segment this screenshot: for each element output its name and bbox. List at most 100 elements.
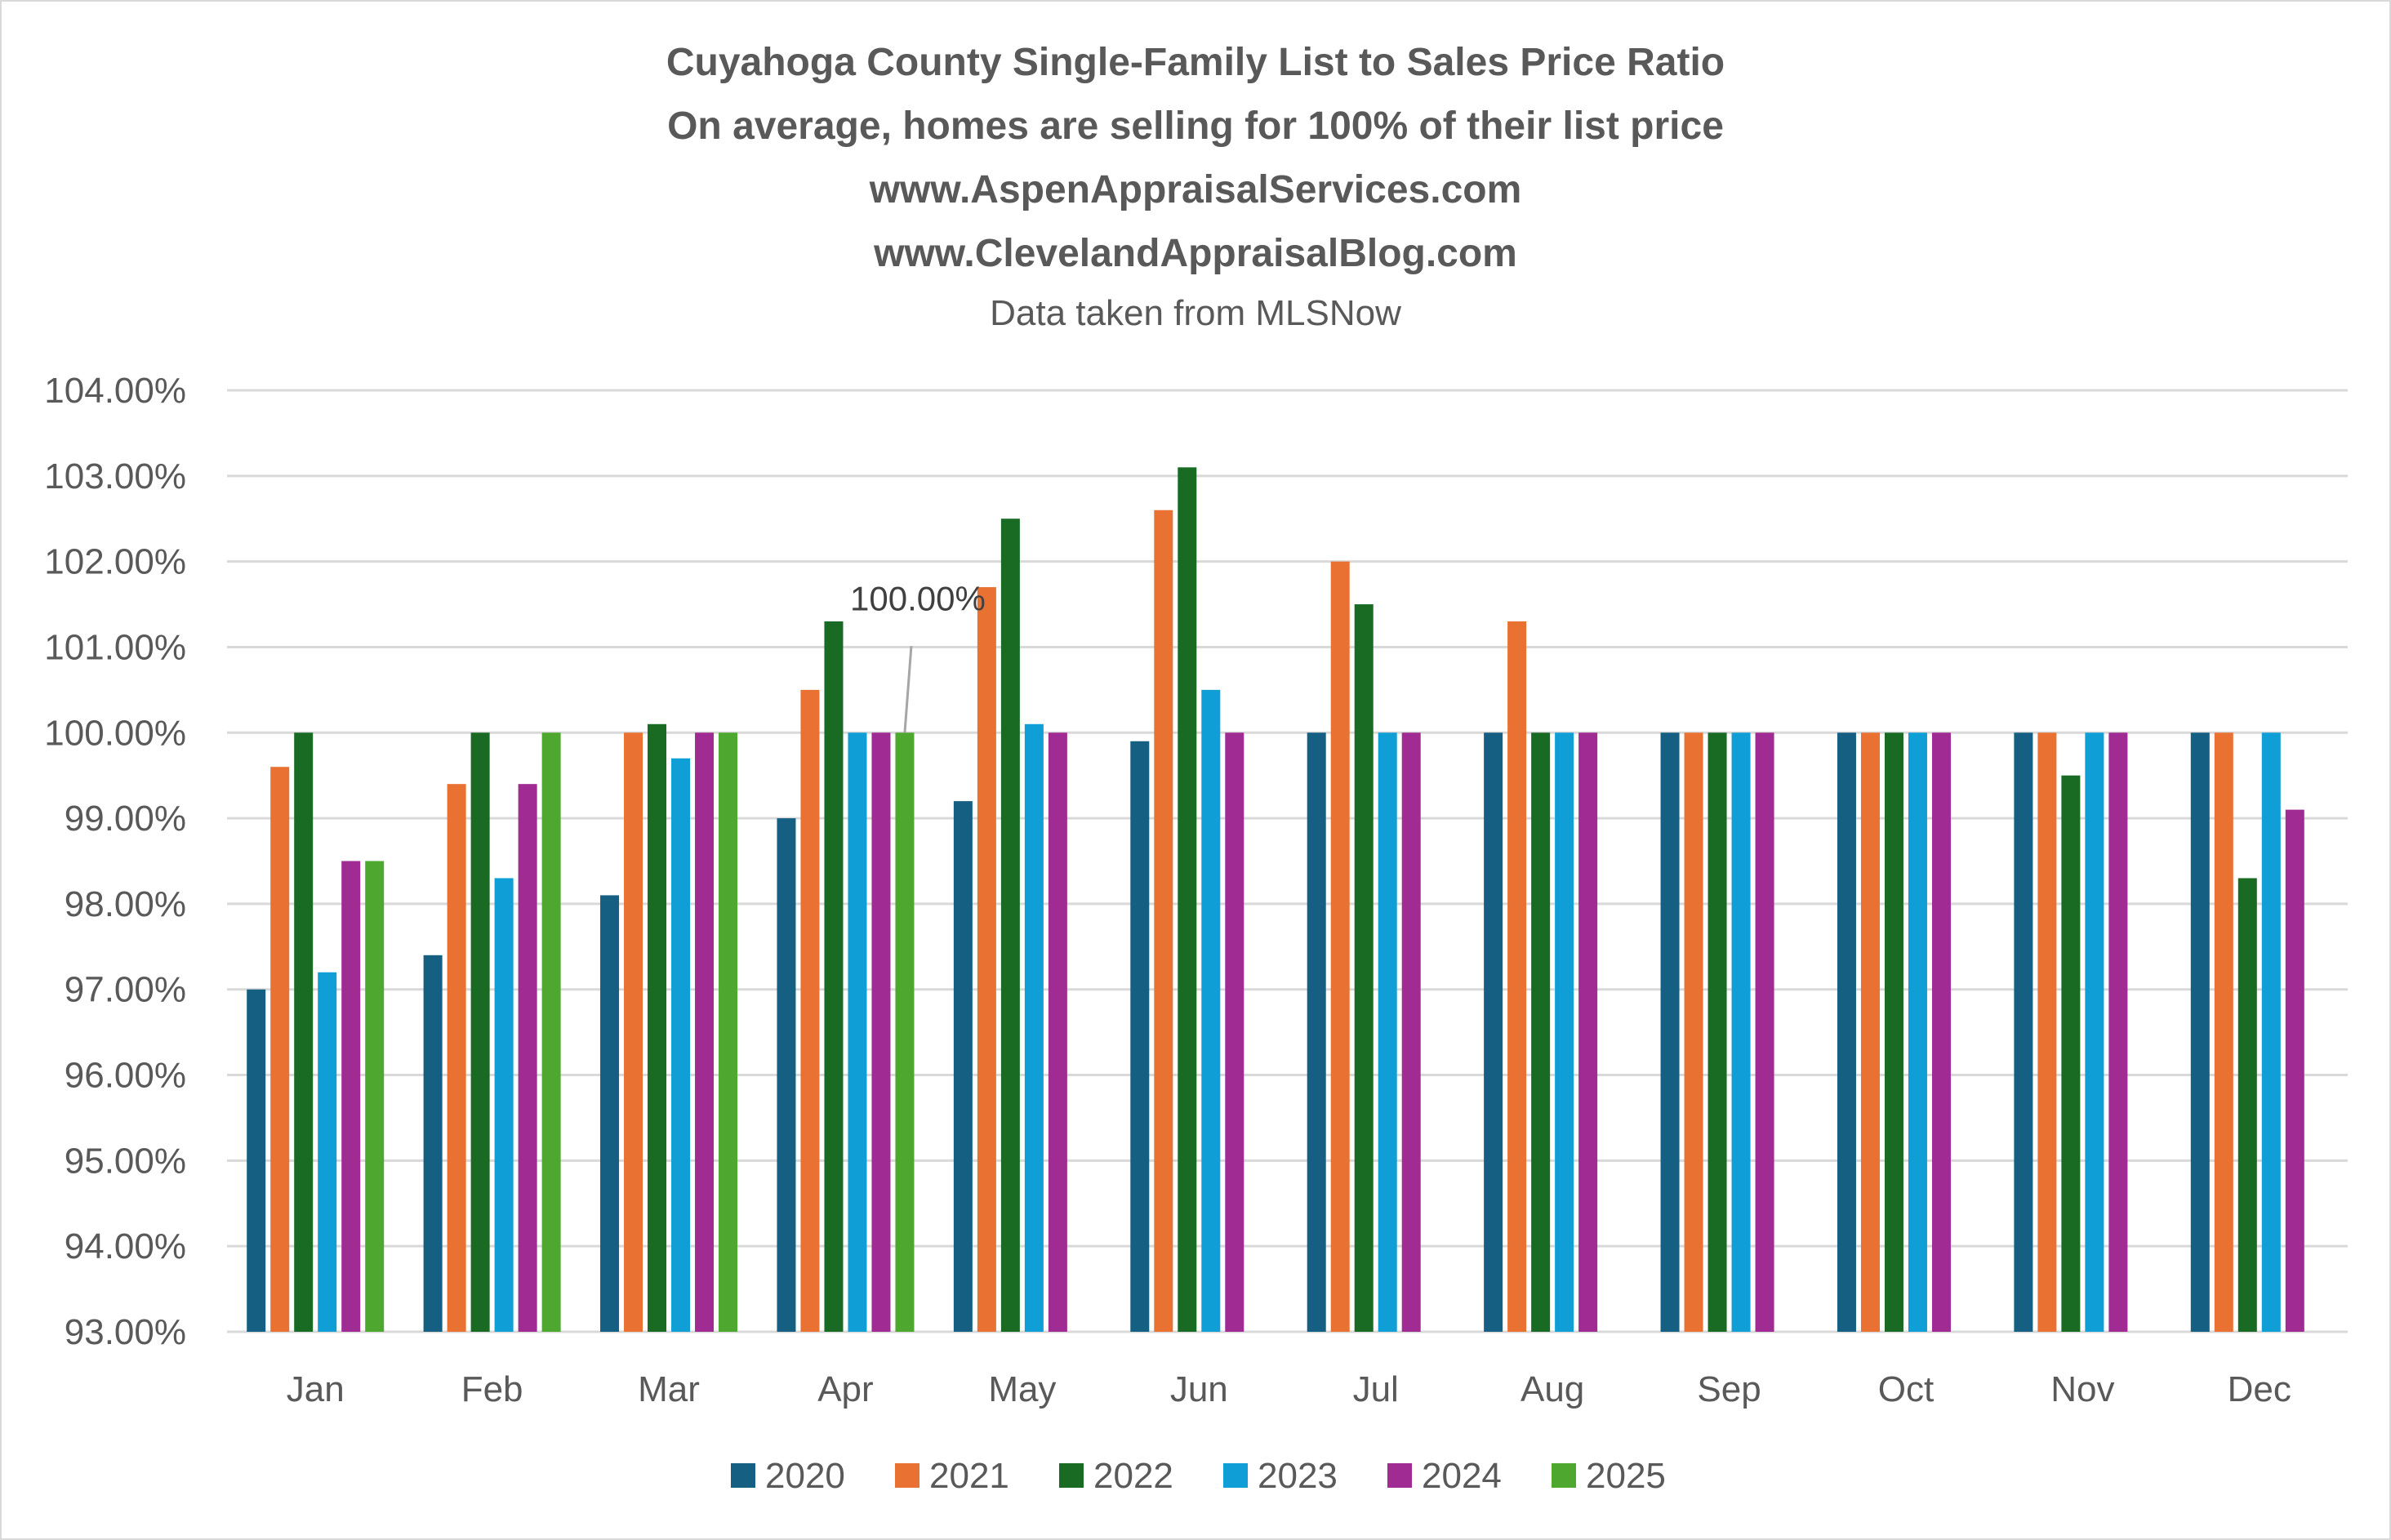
bar-2024-sep [1755, 732, 1774, 1332]
bar-2025-feb [541, 732, 561, 1332]
legend-label-2024: 2024 [1422, 1456, 1502, 1496]
x-tick-label: Aug [1521, 1369, 1584, 1409]
x-tick-label: Jan [287, 1369, 345, 1409]
bar-2020-mar [600, 895, 620, 1332]
legend-swatch-2021 [895, 1463, 919, 1488]
bar-2024-aug [1578, 732, 1598, 1332]
bar-2023-mar [671, 758, 691, 1332]
bar-2023-oct [1908, 732, 1927, 1332]
bar-2020-jul [1307, 732, 1326, 1332]
bar-2023-aug [1555, 732, 1574, 1332]
bar-2021-aug [1507, 621, 1527, 1332]
x-tick-label: Jul [1353, 1369, 1399, 1409]
legend-label-2021: 2021 [929, 1456, 1009, 1496]
chart-subtitle: Data taken from MLSNow [990, 293, 1401, 333]
bars [247, 467, 2304, 1332]
legend-swatch-2022 [1059, 1463, 1084, 1488]
bar-2021-oct [1860, 732, 1880, 1332]
bar-2022-apr [824, 621, 844, 1332]
legend: 2020 2021 2022 2023 2024 2025 [731, 1456, 1666, 1496]
x-tick-label: Mar [638, 1369, 700, 1409]
legend-swatch-2023 [1223, 1463, 1248, 1488]
bar-2025-apr [895, 732, 915, 1332]
y-tick-label: 99.00% [65, 799, 186, 839]
bar-2022-oct [1884, 732, 1903, 1332]
bar-2020-aug [1484, 732, 1503, 1332]
x-tick-label: Feb [461, 1369, 523, 1409]
legend-label-2025: 2025 [1586, 1456, 1666, 1496]
chart-title-line-2: On average, homes are selling for 100% o… [667, 105, 1724, 148]
bar-2021-dec [2214, 732, 2233, 1332]
bar-2025-mar [719, 732, 738, 1332]
bar-2022-nov [2061, 775, 2081, 1332]
bar-2023-sep [1731, 732, 1751, 1332]
bar-2020-may [953, 801, 973, 1332]
bar-2021-may [977, 587, 996, 1332]
bar-2020-sep [1660, 732, 1680, 1332]
bar-2022-dec [2237, 878, 2257, 1332]
bar-2023-apr [848, 732, 867, 1332]
y-tick-label: 96.00% [65, 1056, 186, 1096]
chart-title-line-1: Cuyahoga County Single-Family List to Sa… [666, 41, 1725, 84]
bar-2020-oct [1837, 732, 1856, 1332]
legend-label-2023: 2023 [1258, 1456, 1338, 1496]
bar-2022-jan [294, 732, 314, 1332]
legend-swatch-2020 [731, 1463, 755, 1488]
bar-2022-jun [1178, 467, 1197, 1332]
bar-2022-sep [1708, 732, 1727, 1332]
bar-2022-aug [1531, 732, 1551, 1332]
legend-swatch-2024 [1387, 1463, 1412, 1488]
bar-2022-may [1000, 519, 1020, 1332]
bar-2023-may [1024, 723, 1044, 1332]
bar-2021-jan [270, 767, 290, 1332]
y-tick-label: 94.00% [65, 1226, 186, 1266]
y-tick-label: 100.00% [44, 713, 186, 753]
bar-2024-may [1048, 732, 1067, 1332]
x-tick-label: Oct [1878, 1369, 1934, 1409]
data-label: 100.00% [850, 579, 986, 617]
bar-2023-jan [318, 972, 337, 1332]
bar-2020-dec [2190, 732, 2210, 1332]
bar-2024-jul [1401, 732, 1421, 1332]
y-tick-label: 104.00% [44, 371, 186, 411]
bar-2024-jan [341, 861, 361, 1332]
y-tick-label: 102.00% [44, 542, 186, 582]
bar-2021-jul [1330, 561, 1350, 1332]
chart-title-line-4: www.ClevelandAppraisalBlog.com [873, 232, 1517, 275]
x-tick-label: Apr [817, 1369, 873, 1409]
x-tick-label: Jun [1170, 1369, 1228, 1409]
bar-2024-mar [695, 732, 715, 1332]
x-tick-label: Dec [2228, 1369, 2291, 1409]
y-tick-label: 98.00% [65, 884, 186, 924]
bar-2023-dec [2261, 732, 2281, 1332]
y-tick-label: 101.00% [44, 627, 186, 667]
bar-2024-feb [518, 784, 537, 1332]
bar-2024-nov [2108, 732, 2128, 1332]
bar-2020-jan [247, 989, 266, 1332]
bar-2020-apr [777, 818, 796, 1332]
bar-2024-oct [1931, 732, 1951, 1332]
legend-label-2022: 2022 [1093, 1456, 1173, 1496]
bar-2024-dec [2285, 809, 2304, 1332]
bar-2024-jun [1225, 732, 1244, 1332]
y-tick-label: 93.00% [65, 1312, 186, 1352]
bar-2024-apr [871, 732, 891, 1332]
bar-2023-jul [1378, 732, 1397, 1332]
x-tick-label: Nov [2050, 1369, 2114, 1409]
data-labels: 100.00% [850, 579, 986, 733]
bar-2021-mar [624, 732, 643, 1332]
y-tick-label: 97.00% [65, 970, 186, 1010]
bar-2023-feb [494, 878, 514, 1332]
bar-2021-feb [447, 784, 466, 1332]
chart-title-line-3: www.AspenAppraisalServices.com [869, 168, 1522, 211]
bar-2025-jan [365, 861, 385, 1332]
x-tick-label: May [988, 1369, 1056, 1409]
bar-2022-feb [470, 732, 490, 1332]
legend-label-2020: 2020 [765, 1456, 845, 1496]
gridlines [227, 389, 2348, 1333]
legend-swatch-2025 [1552, 1463, 1576, 1488]
bar-2022-jul [1354, 604, 1374, 1332]
y-tick-label: 95.00% [65, 1141, 186, 1181]
bar-2020-jun [1130, 741, 1150, 1332]
